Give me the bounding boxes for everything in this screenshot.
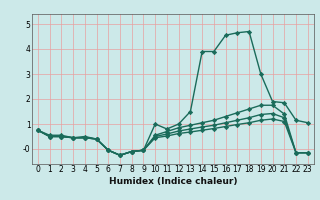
X-axis label: Humidex (Indice chaleur): Humidex (Indice chaleur) — [108, 177, 237, 186]
